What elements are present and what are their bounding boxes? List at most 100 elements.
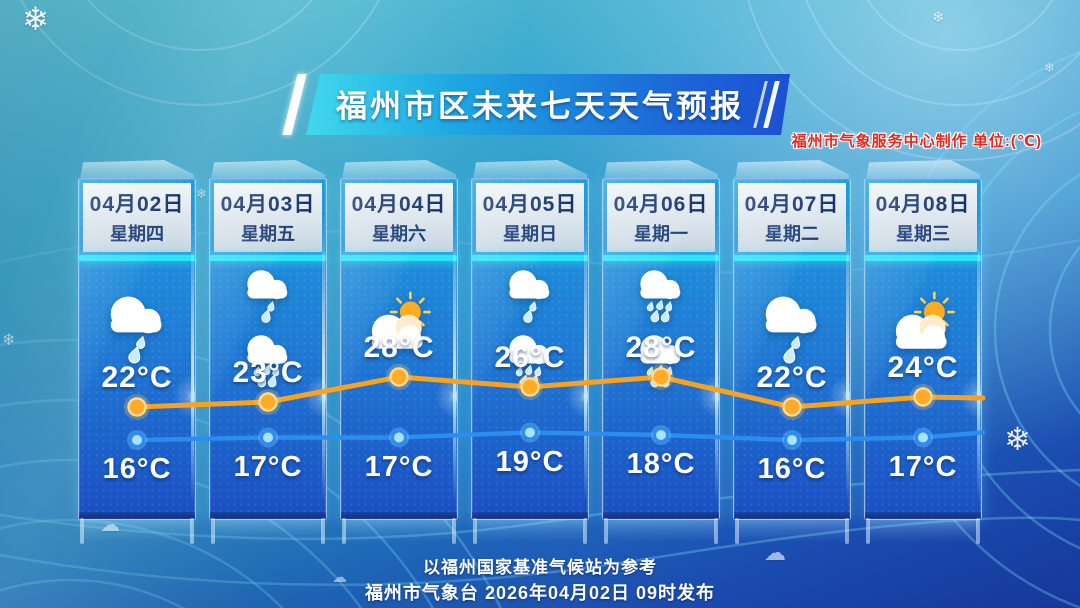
weather-icon-stack [603, 261, 719, 391]
column-leg [342, 518, 346, 544]
high-temp-label: 28°C [625, 331, 697, 364]
day-header: 04月03日 星期五 [214, 183, 322, 252]
day-header: 04月02日 星期四 [83, 183, 191, 252]
day-column-7: 04月08日 星期三 24°C 17°C [864, 160, 982, 544]
low-temp-label: 16°C [757, 453, 827, 485]
credit-text: 福州市气象服务中心制作 单位:(℃) [791, 133, 1042, 150]
footer-notes: 以福州国家基准气候站为参考 福州市气象台 2026年04月02日 09时发布 [0, 556, 1080, 606]
column-glass-cap [80, 160, 194, 180]
day-column-3: 04月04日 星期六 28°C 17°C [340, 160, 458, 544]
column-leg [866, 518, 870, 544]
header-divider [865, 255, 981, 261]
weekday-label: 星期三 [896, 224, 950, 244]
moderate-rain-icon [628, 262, 694, 325]
column-panel: 04月02日 星期四 [78, 178, 196, 520]
partly-cloudy-icon [357, 291, 441, 361]
banner-accent-stripe [282, 74, 307, 135]
date-label: 04月05日 [482, 193, 578, 216]
column-leg [714, 518, 718, 544]
high-temp-label: 26°C [494, 341, 566, 374]
day-column-6: 04月07日 星期二 22°C 16°C [733, 160, 851, 544]
date-label: 04月08日 [875, 193, 971, 216]
weekday-label: 星期五 [241, 224, 295, 244]
weekday-label: 星期六 [372, 224, 426, 244]
day-column-5: 04月06日 星期一 28°C 18°C [602, 160, 720, 544]
light-rain-icon [750, 286, 834, 367]
column-reflection [344, 520, 454, 542]
weekday-label: 星期四 [110, 224, 164, 244]
column-leg [976, 518, 980, 544]
partly-cloudy-icon [881, 291, 965, 361]
column-leg [211, 518, 215, 544]
day-column-4: 04月05日 星期日 26°C 19°C [471, 160, 589, 544]
light-rain-icon [497, 262, 563, 325]
column-leg [190, 518, 194, 544]
low-temp-label: 18°C [626, 448, 696, 480]
column-leg [473, 518, 477, 544]
issue-info: 福州市气象台 2026年04月02日 09时发布 [364, 583, 716, 603]
day-header: 04月08日 星期三 [869, 183, 977, 252]
page-title: 福州市区未来七天天气预报 [336, 89, 744, 124]
column-glass-cap [342, 160, 456, 180]
date-label: 04月07日 [744, 193, 840, 216]
header-divider [734, 255, 850, 261]
column-panel: 04月04日 星期六 [340, 178, 458, 520]
column-glass-cap [211, 160, 325, 180]
low-temp-label: 19°C [495, 445, 565, 478]
column-foot-band [734, 512, 850, 519]
snowflake-icon: ❄ [22, 1, 49, 37]
day-header: 04月04日 星期六 [345, 183, 453, 252]
column-foot-band [865, 512, 981, 519]
header-divider [79, 255, 195, 261]
low-temp-label: 17°C [888, 450, 958, 483]
column-foot-band [603, 512, 719, 519]
high-temp-label: 28°C [363, 331, 435, 364]
column-foot-band [341, 512, 457, 519]
column-foot-band [79, 512, 195, 519]
column-panel: 04月08日 星期三 [864, 178, 982, 520]
date-label: 04月02日 [89, 193, 185, 216]
high-temp-label: 22°C [756, 361, 828, 394]
weekday-label: 星期二 [765, 224, 819, 244]
column-glass-cap [473, 160, 587, 180]
day-header: 04月07日 星期二 [738, 183, 846, 252]
column-reflection [475, 520, 585, 542]
light-rain-icon [235, 262, 301, 325]
column-leg [735, 518, 739, 544]
column-body [603, 261, 719, 512]
column-leg [452, 518, 456, 544]
column-panel: 04月03日 星期五 [209, 178, 327, 520]
weather-icon-stack [79, 261, 195, 391]
column-panel: 04月07日 星期二 [733, 178, 851, 520]
low-temp-label: 17°C [364, 450, 434, 483]
day-column-2: 04月03日 星期五 23°C 17°C [209, 160, 327, 544]
weather-icon-stack [865, 261, 981, 391]
day-header: 04月05日 星期日 [476, 183, 584, 252]
weather-icon-stack [734, 261, 850, 391]
day-column-1: 04月02日 星期四 22°C 16°C [78, 160, 196, 544]
reference-note: 以福州国家基准气候站为参考 [423, 558, 657, 577]
snowflake-icon: ❄ [2, 332, 16, 349]
column-panel: 04月05日 星期日 [471, 178, 589, 520]
column-glass-cap [866, 160, 980, 180]
snowflake-icon: ❄ [1004, 421, 1031, 457]
column-foot-band [210, 512, 326, 519]
snowflake-icon: ❄ [1044, 60, 1055, 75]
column-body [341, 261, 457, 512]
title-banner: 福州市区未来七天天气预报 [282, 74, 790, 135]
header-divider [472, 255, 588, 261]
forecast-columns: 04月02日 星期四 22°C 16°C 04月03日 星期五 [78, 160, 982, 544]
column-leg [583, 518, 587, 544]
header-divider [603, 255, 719, 261]
high-temp-label: 24°C [887, 351, 959, 384]
weekday-label: 星期日 [503, 224, 557, 244]
high-temp-label: 23°C [232, 356, 304, 389]
column-glass-cap [604, 160, 718, 180]
header-divider [210, 255, 326, 261]
column-reflection [213, 520, 323, 542]
date-label: 04月04日 [351, 193, 447, 216]
column-leg [80, 518, 84, 544]
light-rain-icon [95, 286, 179, 367]
low-temp-label: 16°C [102, 453, 172, 485]
